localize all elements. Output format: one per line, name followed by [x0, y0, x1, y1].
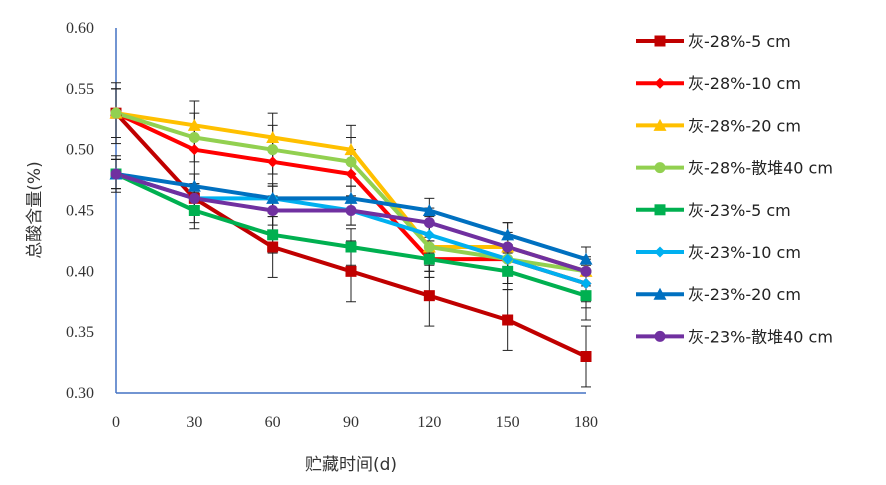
data-point: [580, 278, 592, 289]
y-tick-labels: 0.30 0.35 0.40 0.45 0.50 0.55 0.60: [66, 20, 94, 402]
legend-label: 灰-23%-10 cm: [688, 243, 801, 262]
data-point: [267, 205, 279, 216]
data-point: [188, 144, 200, 156]
data-point: [267, 229, 279, 241]
data-point: [187, 118, 201, 131]
data-point: [266, 191, 280, 204]
data-point: [345, 241, 357, 253]
data-point: [423, 217, 435, 229]
data-point: [188, 192, 200, 204]
y-tick-label: 0.30: [66, 385, 94, 402]
data-point: [502, 265, 514, 277]
data-point: [423, 241, 435, 253]
x-tick-label: 30: [186, 414, 202, 431]
x-tick-label: 0: [112, 414, 120, 431]
legend-swatch-marker: [654, 204, 666, 216]
data-point: [502, 314, 514, 326]
y-tick-label: 0.50: [66, 142, 94, 159]
legend-swatch-marker: [654, 77, 666, 89]
data-point: [188, 132, 200, 143]
x-tick-label: 120: [417, 414, 441, 431]
x-tick-label: 180: [574, 414, 598, 431]
data-point: [580, 265, 592, 277]
data-point: [501, 228, 515, 241]
legend-label: 灰-28%-5 cm: [688, 32, 791, 51]
legend-swatch-marker: [653, 118, 667, 131]
data-point: [579, 252, 593, 265]
data-point: [502, 241, 514, 253]
legend-label: 灰-23%-20 cm: [688, 285, 801, 304]
data-point: [422, 204, 436, 216]
data-point: [187, 179, 201, 192]
legend-swatch-marker: [654, 246, 666, 258]
y-tick-label: 0.45: [66, 203, 94, 220]
y-tick-label: 0.35: [66, 324, 94, 341]
x-tick-labels: 0 30 60 90 120 150 180: [112, 414, 598, 431]
data-point: [110, 107, 122, 119]
legend-swatch-marker: [654, 330, 666, 342]
x-tick-label: 90: [343, 414, 359, 431]
y-tick-label: 0.60: [66, 20, 94, 37]
data-point: [345, 265, 357, 277]
data-point: [266, 131, 280, 143]
data-point: [345, 168, 357, 180]
legend-label: 灰-28%-20 cm: [688, 116, 801, 135]
series-markers: [109, 106, 593, 362]
legend-label: 灰-28%-10 cm: [688, 74, 801, 93]
data-point: [423, 290, 435, 302]
data-point: [580, 351, 592, 362]
data-point: [267, 241, 279, 253]
data-point: [345, 156, 357, 168]
data-point: [344, 143, 358, 156]
legend-label: 灰-23%-5 cm: [688, 201, 791, 220]
data-point: [110, 168, 122, 180]
y-tick-label: 0.40: [66, 263, 94, 280]
data-point: [345, 205, 357, 216]
data-point: [188, 205, 200, 216]
x-axis-title: 贮藏时间(d): [305, 455, 397, 475]
legend: 灰-28%-5 cm 灰-28%-10 cm 灰-28%-20 cm 灰-28%-散堆…: [636, 32, 833, 346]
data-point: [423, 229, 435, 241]
y-axis-title: 总酸含量(%): [25, 161, 45, 258]
data-point: [502, 253, 514, 265]
data-point: [423, 253, 435, 265]
legend-label: 灰-28%-散堆40 cm: [688, 159, 833, 178]
legend-label: 灰-23%-散堆40 cm: [688, 327, 833, 346]
y-tick-label: 0.55: [66, 81, 94, 98]
x-tick-label: 60: [265, 414, 281, 431]
error-bars: [111, 82, 591, 388]
legend-swatch-marker: [654, 162, 666, 174]
data-point: [267, 156, 279, 168]
data-point: [580, 290, 592, 302]
legend-swatch-marker: [653, 287, 667, 300]
x-tick-label: 150: [496, 414, 520, 431]
data-point: [267, 144, 279, 156]
legend-swatch-marker: [654, 35, 666, 47]
data-point: [344, 191, 358, 204]
